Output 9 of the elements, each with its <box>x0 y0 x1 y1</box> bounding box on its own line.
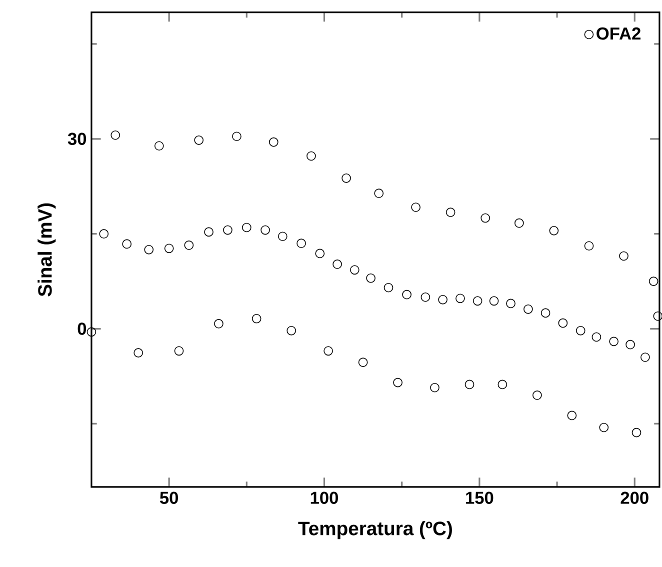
x-axis-title: Temperatura (ºC) <box>298 521 452 540</box>
legend-label: OFA2 <box>596 27 640 40</box>
y-axis-title: Sinal (mV) <box>38 203 56 296</box>
x-tick-label: 100 <box>310 492 338 504</box>
x-tick-label: 50 <box>160 492 178 504</box>
y-tick-label: 0 <box>78 322 86 335</box>
x-tick-label: 200 <box>620 492 648 504</box>
x-tick-label: 150 <box>466 492 494 504</box>
y-tick-label: 30 <box>68 132 86 146</box>
